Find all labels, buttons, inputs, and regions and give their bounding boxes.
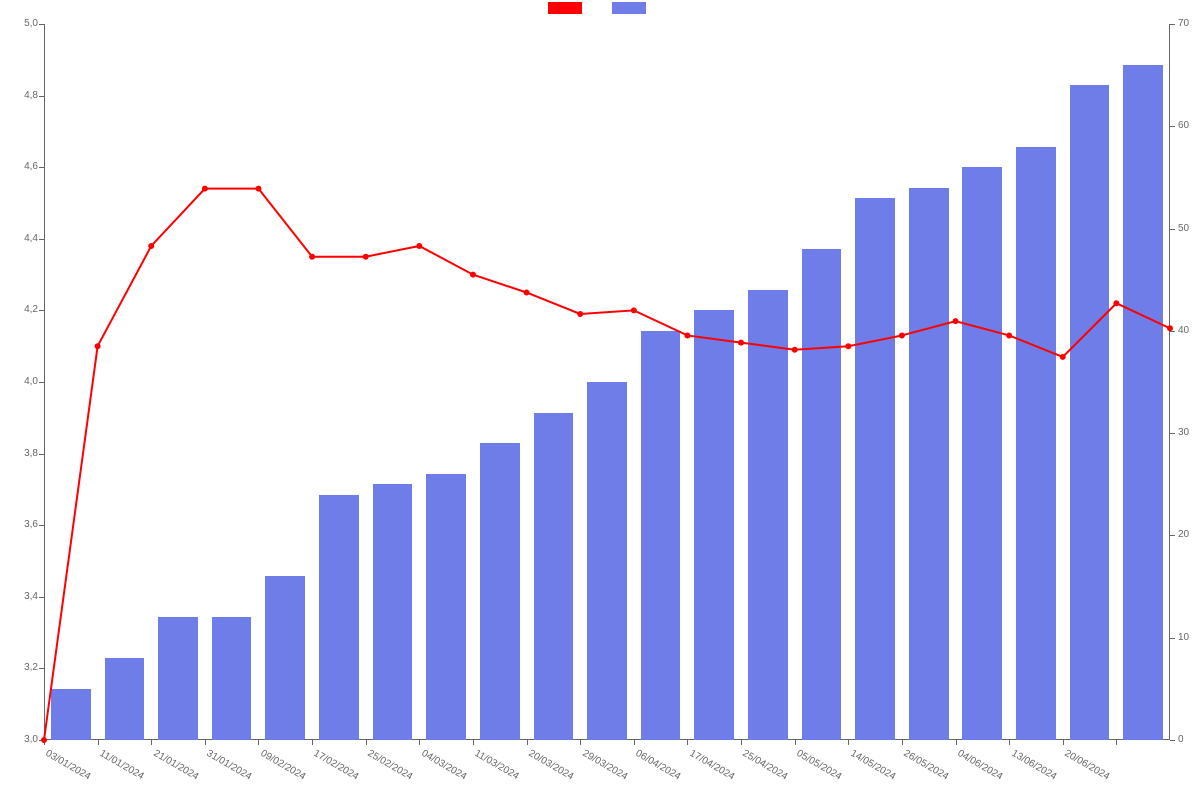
x-tick bbox=[312, 740, 313, 745]
y-left-tick-label: 3,6 bbox=[14, 519, 38, 530]
line-marker bbox=[1167, 325, 1173, 331]
legend bbox=[548, 2, 652, 14]
y-left-tick-label: 4,0 bbox=[14, 376, 38, 387]
line-marker bbox=[899, 332, 905, 338]
line-marker bbox=[41, 737, 47, 743]
y-left-tick-label: 3,2 bbox=[14, 662, 38, 673]
line-marker bbox=[202, 186, 208, 192]
line-marker bbox=[792, 347, 798, 353]
y-left-tick-label: 3,4 bbox=[14, 591, 38, 602]
x-tick-label: 25/04/2024 bbox=[741, 748, 790, 783]
line-marker bbox=[684, 332, 690, 338]
y-right-tick bbox=[1170, 229, 1175, 230]
line-marker bbox=[255, 186, 261, 192]
x-tick bbox=[1009, 740, 1010, 745]
line-marker bbox=[577, 311, 583, 317]
x-tick-label: 04/03/2024 bbox=[419, 748, 468, 783]
line-marker bbox=[363, 254, 369, 260]
y-left-tick-label: 4,8 bbox=[14, 90, 38, 101]
x-tick bbox=[366, 740, 367, 745]
x-tick-label: 17/02/2024 bbox=[312, 748, 361, 783]
x-tick-label: 09/02/2024 bbox=[258, 748, 307, 783]
line-marker bbox=[1113, 300, 1119, 306]
x-tick bbox=[1063, 740, 1064, 745]
x-tick bbox=[902, 740, 903, 745]
x-tick bbox=[419, 740, 420, 745]
y-right-tick bbox=[1170, 740, 1175, 741]
y-left-tick-label: 4,6 bbox=[14, 161, 38, 172]
x-tick-label: 26/05/2024 bbox=[902, 748, 951, 783]
x-tick-label: 31/01/2024 bbox=[205, 748, 254, 783]
y-right-tick-label: 60 bbox=[1178, 120, 1189, 131]
x-tick-label: 20/06/2024 bbox=[1063, 748, 1112, 783]
x-tick-label: 03/01/2024 bbox=[44, 748, 93, 783]
line-path bbox=[44, 189, 1170, 740]
line-marker bbox=[845, 343, 851, 349]
line-marker bbox=[1060, 354, 1066, 360]
y-left-tick-label: 3,0 bbox=[14, 734, 38, 745]
legend-swatch-line bbox=[548, 2, 582, 14]
x-tick-label: 17/04/2024 bbox=[687, 748, 736, 783]
line-marker bbox=[95, 343, 101, 349]
x-tick-label: 29/03/2024 bbox=[580, 748, 629, 783]
x-tick bbox=[258, 740, 259, 745]
y-right-tick bbox=[1170, 433, 1175, 434]
combo-chart: 3,0 3,2 3,4 3,6 3,8 4,0 4,2 4,4 4,6 4,8 5,0 0 10 20 30… bbox=[0, 0, 1200, 800]
x-tick-label: 20/03/2024 bbox=[526, 748, 575, 783]
line-marker bbox=[524, 290, 530, 296]
y-left-tick-label: 3,8 bbox=[14, 448, 38, 459]
x-tick-label: 04/06/2024 bbox=[955, 748, 1004, 783]
line-marker bbox=[470, 272, 476, 278]
line-marker bbox=[738, 340, 744, 346]
y-left-tick-label: 5,0 bbox=[14, 18, 38, 29]
x-tick-label: 05/05/2024 bbox=[795, 748, 844, 783]
y-right-tick bbox=[1170, 24, 1175, 25]
line-series bbox=[44, 24, 1170, 740]
line-marker bbox=[148, 243, 154, 249]
y-right-tick-label: 30 bbox=[1178, 427, 1189, 438]
x-tick-label: 13/06/2024 bbox=[1009, 748, 1058, 783]
x-tick bbox=[151, 740, 152, 745]
y-right-tick-label: 20 bbox=[1178, 529, 1189, 540]
y-right-tick-label: 50 bbox=[1178, 223, 1189, 234]
y-left-tick-label: 4,2 bbox=[14, 304, 38, 315]
x-tick bbox=[848, 740, 849, 745]
y-right-tick bbox=[1170, 535, 1175, 536]
legend-item-bar bbox=[612, 2, 652, 14]
x-tick bbox=[205, 740, 206, 745]
x-tick bbox=[473, 740, 474, 745]
x-tick bbox=[795, 740, 796, 745]
legend-swatch-bar bbox=[612, 2, 646, 14]
x-tick bbox=[634, 740, 635, 745]
line-marker bbox=[309, 254, 315, 260]
y-right-tick-label: 70 bbox=[1178, 18, 1189, 29]
x-tick bbox=[956, 740, 957, 745]
x-tick bbox=[741, 740, 742, 745]
y-right-tick bbox=[1170, 638, 1175, 639]
x-tick bbox=[527, 740, 528, 745]
x-tick bbox=[98, 740, 99, 745]
y-right-tick-label: 10 bbox=[1178, 632, 1189, 643]
x-tick-label: 11/03/2024 bbox=[473, 748, 521, 782]
line-marker bbox=[1006, 332, 1012, 338]
y-right-tick-label: 40 bbox=[1178, 325, 1189, 336]
line-marker bbox=[631, 307, 637, 313]
x-tick-label: 11/01/2024 bbox=[97, 748, 145, 782]
x-tick-label: 14/05/2024 bbox=[848, 748, 897, 783]
x-tick bbox=[687, 740, 688, 745]
x-tick bbox=[1116, 740, 1117, 745]
y-right-tick bbox=[1170, 126, 1175, 127]
line-marker bbox=[416, 243, 422, 249]
x-tick bbox=[580, 740, 581, 745]
y-left-tick-label: 4,4 bbox=[14, 233, 38, 244]
y-right-tick-label: 0 bbox=[1178, 734, 1184, 745]
x-tick-label: 25/02/2024 bbox=[366, 748, 415, 783]
legend-item-line bbox=[548, 2, 588, 14]
plot-area: 3,03,23,43,63,84,04,24,44,64,85,00102030… bbox=[44, 24, 1170, 740]
x-tick-label: 21/01/2024 bbox=[151, 748, 200, 783]
line-marker bbox=[953, 318, 959, 324]
x-tick-label: 06/04/2024 bbox=[634, 748, 683, 783]
